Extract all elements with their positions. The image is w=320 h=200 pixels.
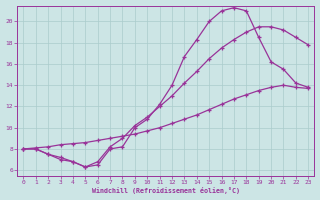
X-axis label: Windchill (Refroidissement éolien,°C): Windchill (Refroidissement éolien,°C) [92,187,240,194]
